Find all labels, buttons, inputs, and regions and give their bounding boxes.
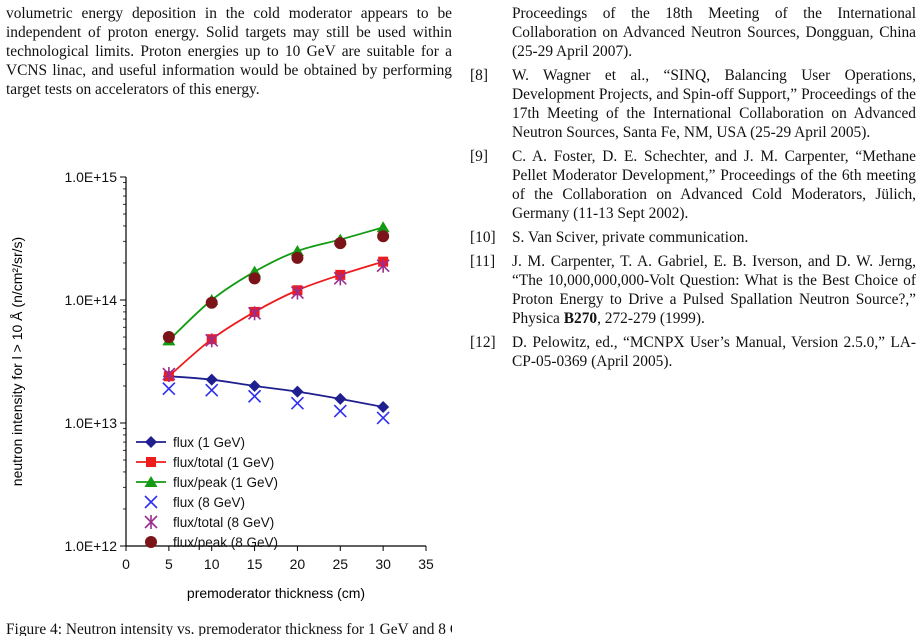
x-tick-label: 15 xyxy=(247,556,263,572)
data-point-series-0 xyxy=(248,379,261,392)
reference-text: W. Wagner et al., “SINQ, Balancing User … xyxy=(512,67,916,141)
legend-label: flux/total (1 GeV) xyxy=(173,455,274,470)
series-line-2 xyxy=(168,226,384,341)
data-point-series-5 xyxy=(291,251,304,264)
reference-text: D. Pelowitz, ed., “MCNPX User’s Manual, … xyxy=(512,334,916,370)
legend-item: flux (1 GeV) xyxy=(136,435,245,450)
reference-12: [12] D. Pelowitz, ed., “MCNPX User’s Man… xyxy=(470,333,916,371)
series-line-0 xyxy=(168,375,384,408)
reference-volume: B270 xyxy=(563,310,598,327)
legend-marker xyxy=(146,457,156,467)
data-point-series-4 xyxy=(333,271,347,286)
reference-text: C. A. Foster, D. E. Schechter, and J. M.… xyxy=(512,148,916,222)
x-tick-label: 25 xyxy=(332,556,348,572)
data-point-series-4 xyxy=(205,333,219,348)
data-point-series-5 xyxy=(377,230,390,243)
y-axis-label: neutron intensity for l > 10 Å (n/cm²/sr… xyxy=(9,237,25,486)
legend-label: flux/total (8 GeV) xyxy=(173,515,274,530)
body-paragraph: volumetric energy deposition in the cold… xyxy=(6,5,452,98)
data-point-series-3 xyxy=(205,383,219,397)
data-point-series-3 xyxy=(162,382,176,396)
legend-label: flux (1 GeV) xyxy=(173,435,245,450)
data-point-series-5 xyxy=(162,331,175,344)
legend-marker xyxy=(144,476,158,487)
chart-data-points xyxy=(162,221,390,425)
reference-number: [11] xyxy=(470,253,496,270)
legend-item: flux/total (1 GeV) xyxy=(136,455,274,470)
legend-item: flux (8 GeV) xyxy=(144,495,245,510)
data-point-series-4 xyxy=(376,258,390,273)
legend-item: flux/peak (8 GeV) xyxy=(145,535,278,550)
chart-series-lines xyxy=(168,226,384,408)
x-tick-label: 35 xyxy=(418,556,434,572)
legend-label: flux (8 GeV) xyxy=(173,495,245,510)
reference-list: Proceedings of the 18th Meeting of the I… xyxy=(470,4,916,371)
data-point-series-2 xyxy=(376,221,390,233)
reference-text: S. Van Sciver, private communication. xyxy=(512,229,749,246)
reference-10: [10] S. Van Sciver, private communicatio… xyxy=(470,228,916,247)
x-tick-label: 10 xyxy=(204,556,220,572)
y-tick-label: 1.0E+14 xyxy=(64,292,117,308)
reference-number: [10] xyxy=(470,229,496,246)
legend-item: flux/total (8 GeV) xyxy=(144,515,274,530)
reference-text-part: , 272-279 (1999). xyxy=(597,310,705,327)
y-tick-label: 1.0E+15 xyxy=(64,169,117,185)
data-point-series-4 xyxy=(290,285,304,300)
reference-9: [9] C. A. Foster, D. E. Schechter, and J… xyxy=(470,147,916,223)
reference-text-part: J. M. Carpenter, T. A. Gabriel, E. B. Iv… xyxy=(512,253,916,327)
legend-marker xyxy=(145,436,157,448)
reference-number: [12] xyxy=(470,334,496,351)
y-tick-label: 1.0E+12 xyxy=(64,538,117,554)
data-point-series-0 xyxy=(205,373,218,386)
chart-axes xyxy=(125,177,426,547)
data-point-series-0 xyxy=(377,400,390,413)
x-axis-label: premoderator thickness (cm) xyxy=(187,585,365,601)
reference-8: [8] W. Wagner et al., “SINQ, Balancing U… xyxy=(470,66,916,142)
data-point-series-4 xyxy=(162,367,176,382)
chart-legend: flux (1 GeV) flux/total (1 GeV) flux/peak … xyxy=(136,435,278,550)
legend-label: flux/peak (8 GeV) xyxy=(173,535,278,550)
chart-ticks: 0 5 10 15 20 25 30 35 1.0E+12 1.0E+13 1.0E+14 1.0E+… xyxy=(64,169,434,572)
reference-11: [11] J. M. Carpenter, T. A. Gabriel, E. … xyxy=(470,252,916,328)
x-tick-label: 5 xyxy=(165,556,173,572)
legend-item: flux/peak (1 GeV) xyxy=(136,475,278,490)
y-tick-label: 1.0E+13 xyxy=(64,415,117,431)
legend-label: flux/peak (1 GeV) xyxy=(173,475,278,490)
x-tick-label: 20 xyxy=(290,556,306,572)
x-tick-label: 30 xyxy=(375,556,391,572)
legend-marker xyxy=(145,536,157,548)
data-point-series-3 xyxy=(290,396,304,410)
reference-continuation: Proceedings of the 18th Meeting of the I… xyxy=(512,5,916,60)
reference-text: J. M. Carpenter, T. A. Gabriel, E. B. Iv… xyxy=(512,253,916,327)
data-point-series-5 xyxy=(205,296,218,309)
neutron-intensity-chart: 0 5 10 15 20 25 30 35 1.0E+12 1.0E+13 1.0E+14 1.0E+… xyxy=(9,169,434,601)
series-line-1 xyxy=(168,260,384,377)
data-point-series-4 xyxy=(248,306,262,321)
data-point-series-5 xyxy=(248,272,261,285)
data-point-series-0 xyxy=(291,385,304,398)
legend-marker xyxy=(144,495,158,509)
figure-caption: Figure 4: Neutron intensity vs. premoder… xyxy=(6,621,452,636)
x-tick-label: 0 xyxy=(122,556,130,572)
reference-number: [9] xyxy=(470,148,488,165)
data-point-series-0 xyxy=(334,392,347,405)
data-point-series-3 xyxy=(333,404,347,418)
reference-number: [8] xyxy=(470,67,488,84)
legend-marker xyxy=(144,515,158,529)
data-point-series-5 xyxy=(334,237,347,250)
data-point-series-3 xyxy=(376,411,390,425)
data-point-series-3 xyxy=(248,389,262,403)
